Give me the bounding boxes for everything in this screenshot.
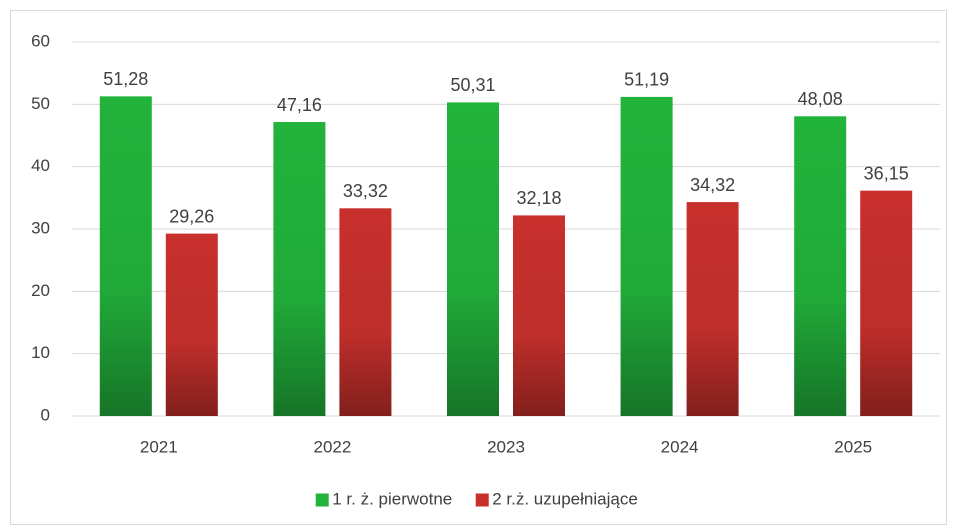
data-label: 29,26 <box>169 206 214 226</box>
y-tick-label: 30 <box>31 218 50 237</box>
data-label: 51,19 <box>624 70 669 90</box>
y-tick-label: 10 <box>31 343 50 362</box>
legend-swatch <box>475 493 489 507</box>
data-label: 34,32 <box>690 175 735 195</box>
bar <box>447 102 499 416</box>
y-tick-label: 50 <box>31 94 50 113</box>
bar <box>339 208 392 416</box>
data-label: 36,15 <box>864 163 909 183</box>
data-label: 33,32 <box>343 181 388 201</box>
x-tick-label: 2022 <box>313 437 351 456</box>
x-tick-label: 2024 <box>661 437 699 456</box>
x-tick-label: 2023 <box>487 437 525 456</box>
bar <box>860 190 913 416</box>
bar <box>794 116 847 416</box>
data-label: 48,08 <box>798 89 843 109</box>
legend-swatch <box>315 493 329 507</box>
y-tick-label: 0 <box>41 405 50 424</box>
x-tick-label: 2025 <box>834 437 872 456</box>
bar <box>165 233 218 416</box>
data-label: 47,16 <box>277 95 322 115</box>
data-label: 51,28 <box>103 69 148 89</box>
bar <box>513 215 565 416</box>
y-tick-label: 40 <box>31 156 50 175</box>
bar <box>620 96 673 417</box>
legend-label: 1 r. ż. pierwotne <box>332 489 452 508</box>
data-label: 50,31 <box>450 75 495 95</box>
legend-label: 2 r.ż. uzupełniające <box>492 489 638 508</box>
x-tick-label: 2021 <box>140 437 178 456</box>
data-label: 32,18 <box>516 188 561 208</box>
y-tick-label: 60 <box>31 31 50 50</box>
bar <box>273 122 326 416</box>
bar <box>686 202 739 416</box>
y-tick-label: 20 <box>31 281 50 300</box>
bar <box>99 96 152 416</box>
